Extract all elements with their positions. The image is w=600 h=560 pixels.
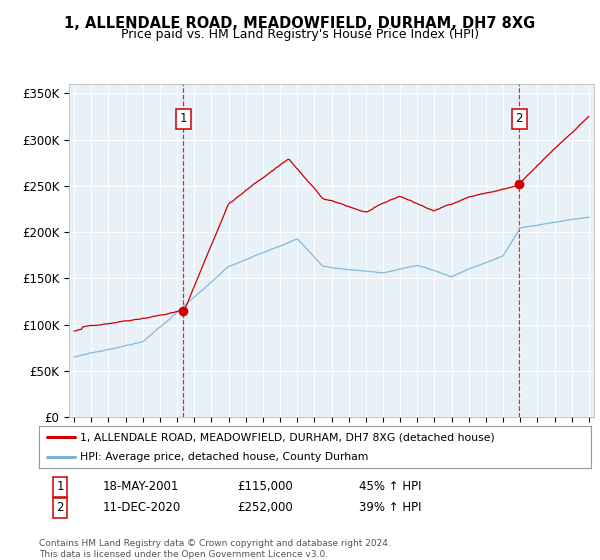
Text: 1, ALLENDALE ROAD, MEADOWFIELD, DURHAM, DH7 8XG: 1, ALLENDALE ROAD, MEADOWFIELD, DURHAM, …	[64, 16, 536, 31]
Text: 11-DEC-2020: 11-DEC-2020	[103, 501, 181, 514]
Text: HPI: Average price, detached house, County Durham: HPI: Average price, detached house, Coun…	[80, 452, 369, 461]
Text: 18-MAY-2001: 18-MAY-2001	[103, 480, 179, 493]
Text: 45% ↑ HPI: 45% ↑ HPI	[359, 480, 422, 493]
Text: £252,000: £252,000	[238, 501, 293, 514]
Text: 1, ALLENDALE ROAD, MEADOWFIELD, DURHAM, DH7 8XG (detached house): 1, ALLENDALE ROAD, MEADOWFIELD, DURHAM, …	[80, 432, 495, 442]
Text: 2: 2	[56, 501, 64, 514]
Text: 1: 1	[56, 480, 64, 493]
Text: 2: 2	[515, 113, 523, 125]
Text: 1: 1	[179, 113, 187, 125]
Text: Price paid vs. HM Land Registry's House Price Index (HPI): Price paid vs. HM Land Registry's House …	[121, 28, 479, 41]
Text: £115,000: £115,000	[238, 480, 293, 493]
Text: Contains HM Land Registry data © Crown copyright and database right 2024.
This d: Contains HM Land Registry data © Crown c…	[39, 539, 391, 559]
Text: 39% ↑ HPI: 39% ↑ HPI	[359, 501, 422, 514]
